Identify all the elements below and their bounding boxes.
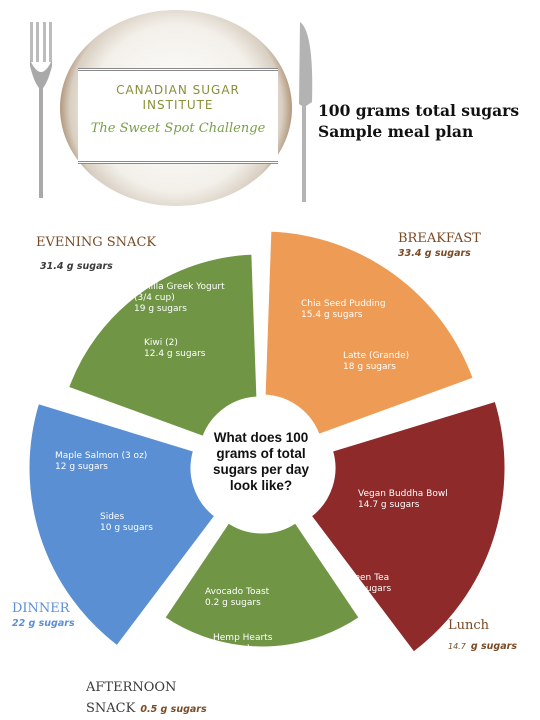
knife-icon <box>299 22 313 202</box>
item-label-line: Latte (Grande) <box>343 351 409 361</box>
lunch-item-green-tea: Green Tea 0 g sugars <box>344 573 391 594</box>
afternoon-snack-total: 0.5 g sugars <box>140 704 207 715</box>
dinner-total: 22 g sugars <box>12 618 75 629</box>
item-label-line: 10 g sugars <box>100 523 153 533</box>
breakfast-item-chia-pudding: Chia Seed Pudding 15.4 g sugars <box>301 299 386 320</box>
title-line1: 100 grams total sugars <box>318 101 520 120</box>
item-label-line: (1 Tbsp) <box>213 644 250 654</box>
dinner-title: DINNER <box>12 601 70 616</box>
item-label-line: 15.4 g sugars <box>301 310 363 320</box>
evening-snack-segment <box>65 251 260 440</box>
breakfast-item-latte: Latte (Grande) 18 g sugars <box>343 351 409 372</box>
challenge-name: The Sweet Spot Challenge <box>90 121 266 136</box>
item-label-line: 0.2 g sugars <box>205 598 261 608</box>
org-name-line1: CANADIAN SUGAR <box>116 83 240 97</box>
evening-item-kiwi: Kiwi (2) 12.4 g sugars <box>144 338 206 359</box>
afternoon-snack-title-line2-row: SNACK 0.5 g sugars <box>86 697 207 716</box>
item-label-line: 12 g sugars <box>55 462 108 472</box>
lunch-segment <box>307 398 508 656</box>
item-label-line: 18 g sugars <box>343 362 396 372</box>
item-label-line: Vegan Buddha Bowl <box>358 489 448 499</box>
lunch-total: 14.7 g sugars <box>448 634 517 653</box>
evening-snack-title: EVENING SNACK <box>36 235 157 250</box>
afternoon-snack-segment <box>161 519 363 650</box>
evening-snack-total: 31.4 g sugars <box>40 261 113 272</box>
afternoon-snack-title-line2: SNACK <box>86 701 136 716</box>
item-label-line: Green Tea <box>344 573 389 583</box>
breakfast-title: BREAKFAST <box>398 231 481 246</box>
item-label-line: Hemp Hearts <box>213 633 273 643</box>
item-label-line: Sides <box>100 512 124 522</box>
item-label-line: Kiwi (2) <box>144 338 178 348</box>
afternoon-item-hemp-hearts: Hemp Hearts (1 Tbsp) 0.3 g sugars <box>213 633 273 665</box>
item-label-line: 0.3 g sugars <box>213 655 269 665</box>
lunch-total-unit: g sugars <box>470 641 517 652</box>
center-question: What does 100 grams of total sugars per … <box>212 430 310 493</box>
lunch-item-buddha-bowl: Vegan Buddha Bowl 14.7 g sugars <box>358 489 448 510</box>
item-label-line: Vanilla Greek Yogurt <box>134 282 225 292</box>
dinner-item-sides: Sides 10 g sugars <box>100 512 153 533</box>
item-label-line: 14.7 g sugars <box>358 500 420 510</box>
item-label-line: Maple Salmon (3 oz) <box>55 451 147 461</box>
evening-item-greek-yogurt: Vanilla Greek Yogurt (3/4 cup) 19 g sugars <box>134 282 225 314</box>
item-label-line: 0 g sugars <box>344 584 391 594</box>
item-label-line: 12.4 g sugars <box>144 349 206 359</box>
item-label-line: Avocado Toast <box>205 587 270 597</box>
org-name-line2: INSTITUTE <box>142 98 214 112</box>
logo-banner: CANADIAN SUGAR INSTITUTE The Sweet Spot … <box>78 68 278 164</box>
lunch-total-amount: 14.7 <box>448 642 466 651</box>
header-banner: CANADIAN SUGAR INSTITUTE The Sweet Spot … <box>0 0 540 212</box>
fork-icon <box>30 22 52 198</box>
lunch-title: Lunch <box>448 618 490 633</box>
dinner-segment <box>26 400 219 650</box>
afternoon-item-avocado-toast: Avocado Toast 0.2 g sugars <box>205 587 270 608</box>
dinner-item-maple-salmon: Maple Salmon (3 oz) 12 g sugars <box>55 451 147 472</box>
breakfast-segment <box>262 228 477 438</box>
item-label-line: (3/4 cup) <box>134 293 175 303</box>
item-label-line: Chia Seed Pudding <box>301 299 386 309</box>
page-title: 100 grams total sugars Sample meal plan <box>318 100 519 142</box>
item-label-line: 19 g sugars <box>134 304 187 314</box>
segment-item-labels: Chia Seed Pudding 15.4 g sugars Latte (Gra… <box>55 282 448 665</box>
title-line2: Sample meal plan <box>318 122 474 141</box>
afternoon-snack-title-line1: AFTERNOON <box>86 680 177 695</box>
breakfast-total: 33.4 g sugars <box>398 248 471 259</box>
